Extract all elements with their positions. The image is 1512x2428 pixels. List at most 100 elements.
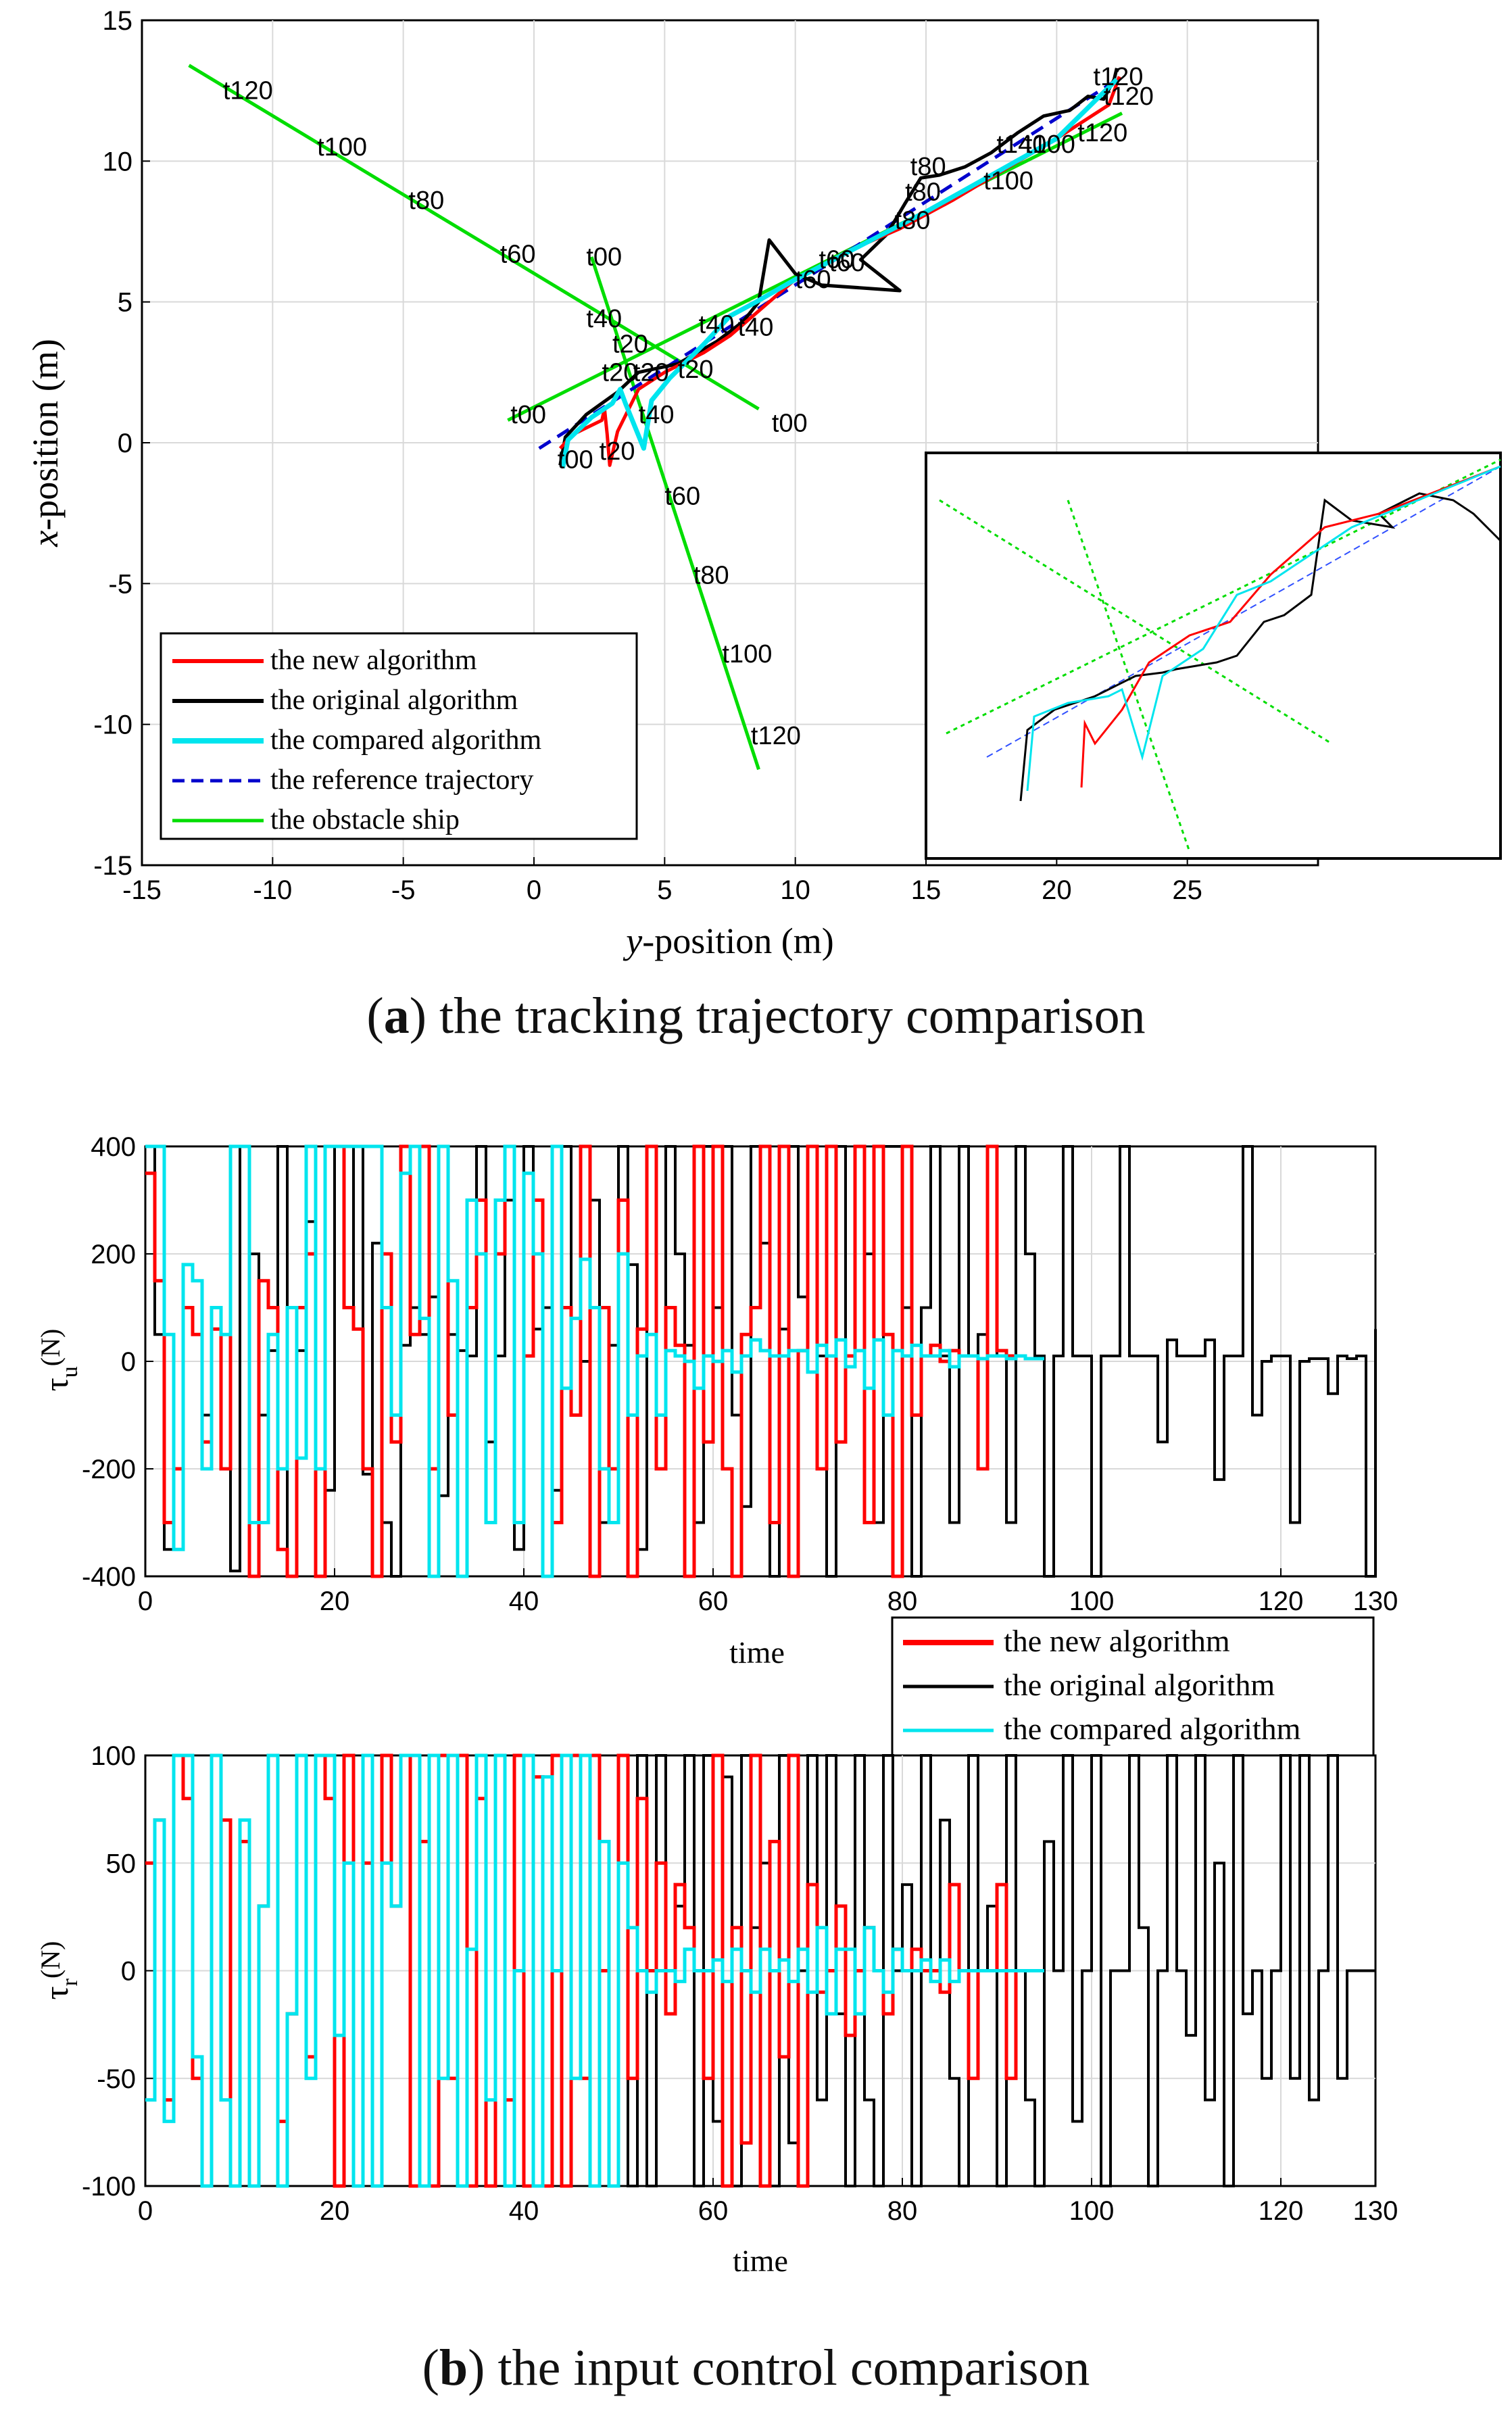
x-tick-label: 60 (698, 2196, 729, 2226)
time-annotation: t40 (586, 305, 622, 333)
x-tick-label: 100 (1069, 1586, 1115, 1616)
time-annotation: t40 (699, 311, 735, 339)
x-tick-label: -15 (122, 875, 162, 905)
time-annotation: t100 (317, 133, 367, 162)
time-annotation: t60 (829, 249, 865, 277)
legend-a-reference: the reference trajectory (270, 764, 533, 796)
trajectory-xlabel: y-position (m) (623, 921, 833, 961)
y-tick-label: -200 (82, 1455, 136, 1484)
x-tick-label: 20 (1042, 875, 1072, 905)
time-annotation: t80 (895, 206, 931, 235)
tau-u-xlabel: time (729, 1635, 785, 1670)
x-tick-label: -10 (253, 875, 292, 905)
time-annotation: t120 (751, 722, 801, 750)
x-tick-label: 0 (527, 875, 541, 905)
x-tick-label: 5 (657, 875, 672, 905)
y-tick-label: 0 (121, 1957, 136, 1987)
series-reference (538, 75, 1123, 450)
caption-a: (a) the tracking trajectory comparison (366, 988, 1146, 1044)
trajectory-legend: the new algorithm the original algorithm… (160, 632, 638, 840)
zoom-inset (925, 452, 1502, 860)
time-annotation: t140 (996, 130, 1046, 159)
tau-u-ylabel: τu(N) (35, 1329, 82, 1392)
trajectory-ticks: -15 -10 -5 0 5 10 15 20 25 -15 -10 -5 0 5 10 15 (93, 6, 1202, 905)
legend-a-new: the new algorithm (270, 645, 477, 676)
time-annotation: t20 (678, 356, 714, 384)
time-annotation: t80 (408, 187, 444, 215)
y-tick-label: -100 (82, 2172, 136, 2202)
time-annotation: t60 (819, 246, 854, 274)
time-annotation: t00 (586, 243, 622, 272)
time-annotation: t120 (1104, 82, 1154, 111)
time-annotation: t80 (693, 561, 729, 589)
time-annotation: t40 (738, 314, 774, 342)
trajectory-lines (188, 64, 1123, 771)
y-tick-label: -400 (82, 1562, 136, 1592)
tau-r-ylabel: τr(N) (35, 1941, 82, 2000)
x-tick-label: 80 (887, 2196, 918, 2226)
trajectory-ylabel: x-position (m) (25, 339, 66, 547)
x-tick-label: -5 (391, 875, 416, 905)
time-annotation: t40 (639, 401, 675, 429)
caption-b: (b) the input control comparison (422, 2339, 1090, 2396)
time-annotation: t00 (772, 409, 808, 437)
legend-b-compared: the compared algorithm (1004, 1711, 1301, 1746)
time-annotation: t100 (1025, 130, 1075, 159)
tau-u-chart: 0 20 40 60 80 100 120 130 -400 -200 0 200 400 time τ… (35, 1132, 1398, 1757)
x-tick-label: 100 (1069, 2196, 1115, 2226)
time-annotation: t120 (223, 77, 273, 105)
time-annotation: t20 (633, 358, 669, 387)
y-tick-label: -10 (93, 710, 132, 740)
legend-a-obstacle: the obstacle ship (270, 804, 460, 835)
legend-b-new: the new algorithm (1004, 1624, 1230, 1658)
x-tick-label: 80 (887, 1586, 918, 1616)
tau-r-xlabel: time (733, 2243, 788, 2278)
time-annotation: t60 (796, 266, 831, 294)
x-tick-label: 120 (1259, 2196, 1304, 2226)
time-annotation: t00 (510, 401, 546, 429)
time-annotation: t20 (600, 437, 635, 466)
time-annotation: t60 (664, 483, 700, 511)
time-annotation: t00 (558, 446, 593, 475)
series-compared (560, 78, 1119, 469)
x-tick-label: 120 (1259, 1586, 1304, 1616)
y-tick-label: 0 (118, 429, 132, 458)
x-tick-label: 130 (1353, 1586, 1398, 1616)
x-tick-label: 20 (320, 2196, 350, 2226)
tau-r-chart: 0 20 40 60 80 100 120 130 -100 -50 0 50 100 time τr(… (35, 1741, 1398, 2278)
x-tick-label: 40 (509, 1586, 539, 1616)
time-annotation: t60 (500, 240, 536, 268)
y-tick-label: 100 (91, 1741, 136, 1771)
y-tick-label: 10 (103, 147, 133, 176)
time-annotation: t100 (983, 167, 1033, 195)
time-annotation: t100 (722, 640, 772, 669)
x-tick-label: 0 (138, 1586, 153, 1616)
control-legend: the new algorithm the original algorithm… (891, 1616, 1375, 1757)
time-annotation: t120 (1093, 63, 1143, 91)
series-original (558, 68, 1119, 466)
series-obstacle (589, 256, 760, 771)
series-compared (145, 1753, 1044, 2188)
y-tick-label: 5 (118, 288, 132, 318)
y-tick-label: -5 (108, 569, 132, 599)
y-tick-label: -15 (93, 851, 132, 881)
legend-a-compared: the compared algorithm (270, 725, 542, 756)
y-tick-label: 200 (91, 1240, 136, 1269)
x-tick-label: 25 (1172, 875, 1202, 905)
series-obstacle (188, 64, 760, 411)
x-tick-label: 0 (138, 2196, 153, 2226)
x-tick-label: 40 (509, 2196, 539, 2226)
time-annotation: t120 (1077, 119, 1127, 147)
time-annotation: t80 (910, 153, 946, 181)
time-annotation: t80 (905, 178, 941, 207)
legend-a-original: the original algorithm (270, 685, 518, 716)
y-tick-label: 400 (91, 1132, 136, 1162)
x-tick-label: 15 (911, 875, 942, 905)
x-tick-label: 60 (698, 1586, 729, 1616)
y-tick-label: 50 (106, 1849, 137, 1878)
x-tick-label: 20 (320, 1586, 350, 1616)
y-tick-label: 0 (121, 1347, 136, 1377)
